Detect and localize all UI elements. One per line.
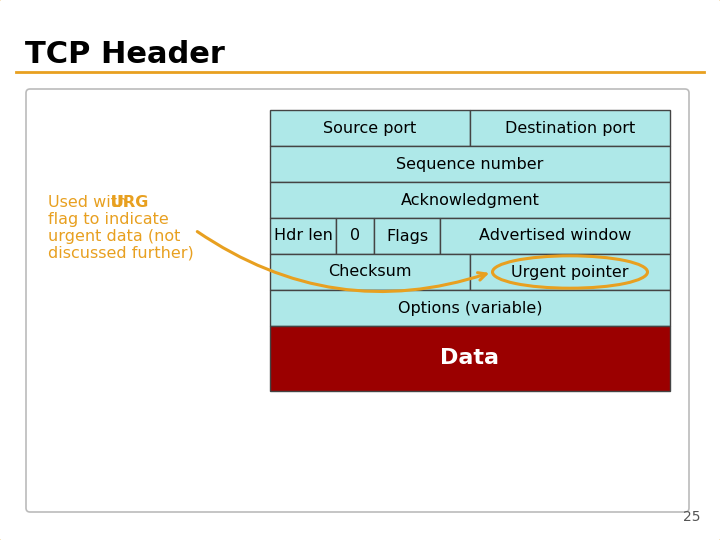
Text: Options (variable): Options (variable)	[397, 300, 542, 315]
Bar	[470, 254, 670, 290]
Text: 25: 25	[683, 510, 700, 524]
Bar	[270, 254, 470, 290]
Text: Acknowledgment: Acknowledgment	[400, 192, 539, 207]
Text: flag to indicate: flag to indicate	[48, 212, 168, 227]
Bar	[270, 326, 670, 391]
Text: Source port: Source port	[323, 120, 417, 136]
Bar	[440, 218, 670, 254]
Text: Sequence number: Sequence number	[396, 157, 544, 172]
Bar	[270, 110, 470, 146]
Bar	[270, 218, 336, 254]
Bar	[270, 290, 670, 326]
Bar	[336, 218, 374, 254]
Text: TCP Header: TCP Header	[25, 40, 225, 69]
Text: URG: URG	[110, 195, 148, 210]
Text: Data: Data	[441, 348, 500, 368]
Bar	[270, 146, 670, 182]
Text: Hdr len: Hdr len	[274, 228, 333, 244]
Text: Destination port: Destination port	[505, 120, 635, 136]
FancyBboxPatch shape	[26, 89, 689, 512]
Text: discussed further): discussed further)	[48, 246, 194, 261]
Text: Advertised window: Advertised window	[479, 228, 631, 244]
Bar	[374, 218, 440, 254]
Bar	[270, 182, 670, 218]
Text: urgent data (not: urgent data (not	[48, 229, 181, 244]
Text: Used with: Used with	[48, 195, 132, 210]
Text: Checksum: Checksum	[328, 265, 412, 280]
Text: Urgent pointer: Urgent pointer	[511, 265, 629, 280]
Text: Flags: Flags	[386, 228, 428, 244]
Bar	[470, 110, 670, 146]
FancyArrowPatch shape	[197, 232, 486, 292]
Text: 0: 0	[350, 228, 360, 244]
